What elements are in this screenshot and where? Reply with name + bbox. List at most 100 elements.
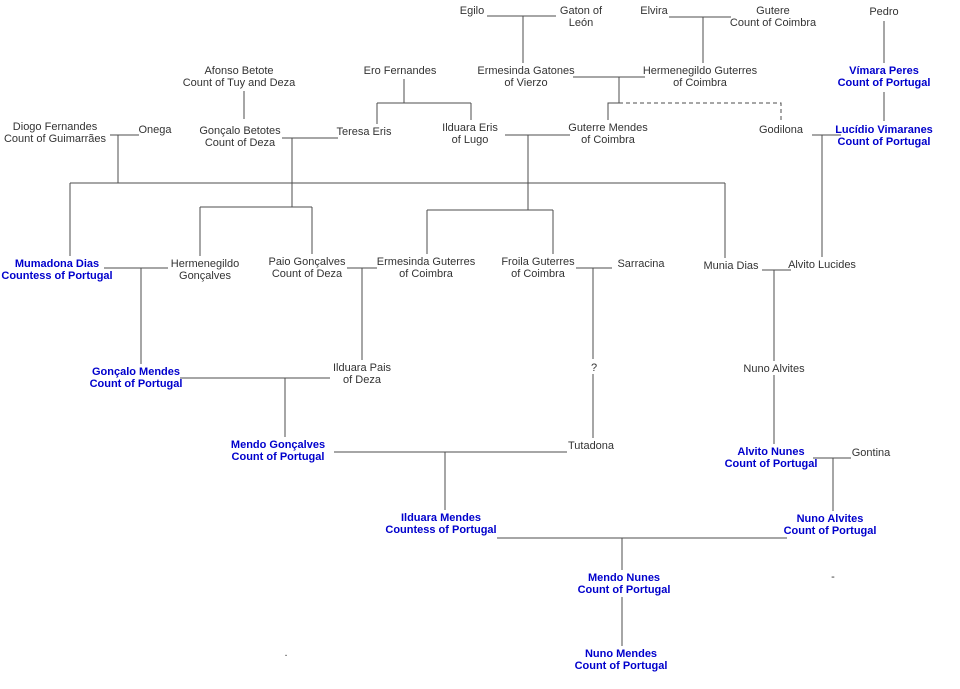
person-title: of Coimbra bbox=[673, 77, 727, 89]
person-name: Mumadona Dias bbox=[14, 258, 100, 270]
person-title: Count of Portugal bbox=[574, 660, 668, 672]
person-title: Count of Portugal bbox=[783, 525, 877, 537]
person-name: Nuno Mendes bbox=[584, 648, 658, 660]
person-title: Count of Portugal bbox=[577, 584, 671, 596]
person-name: Gaton of bbox=[559, 5, 603, 17]
person-ermesinda-guterres: Ermesinda Guterres of Coimbra bbox=[377, 256, 475, 280]
person-title: Count of Portugal bbox=[724, 458, 818, 470]
person-name: Nuno Alvites bbox=[743, 363, 805, 375]
person-name: Teresa Eris bbox=[336, 126, 392, 138]
person-name: Gontina bbox=[851, 447, 891, 459]
person-title: Count of Portugal bbox=[231, 451, 325, 463]
person-paio-goncalves: Paio Gonçalves Count of Deza bbox=[268, 256, 345, 280]
person-godilona: Godilona bbox=[759, 124, 803, 136]
person-gutere-coimbra: Gutere Count of Coimbra bbox=[730, 5, 816, 29]
person-title: Countess of Portugal bbox=[1, 270, 113, 282]
person-name: Lucídio Vimaranes bbox=[835, 124, 933, 136]
person-guterre-mendes: Guterre Mendes of Coimbra bbox=[568, 122, 647, 146]
person-name: Sarracina bbox=[617, 258, 665, 270]
person-name: . bbox=[284, 647, 288, 659]
branch-to-guterre-mendes bbox=[607, 102, 619, 120]
person-munia-dias: Munia Dias bbox=[703, 260, 758, 272]
person-ilduara-eris: Ilduara Eris of Lugo bbox=[442, 122, 498, 146]
person-unknown-child: ? bbox=[591, 362, 597, 374]
person-name: - bbox=[831, 571, 835, 583]
person-alvito-nunes: Alvito Nunes Count of Portugal bbox=[725, 446, 818, 470]
person-title: of Coimbra bbox=[581, 134, 635, 146]
person-nuno-alvites-count: Nuno Alvites Count of Portugal bbox=[784, 513, 877, 537]
person-mumadona-dias: Mumadona Dias Countess of Portugal bbox=[1, 258, 112, 282]
person-stray-dash: - bbox=[831, 571, 835, 583]
person-froila-guterres: Froila Guterres of Coimbra bbox=[501, 256, 574, 280]
person-onega: Onega bbox=[138, 124, 171, 136]
person-name: Mendo Nunes bbox=[587, 572, 661, 584]
person-stray-dot: . bbox=[284, 647, 287, 659]
person-title: Count of Portugal bbox=[837, 136, 931, 148]
person-name: Gutere bbox=[756, 5, 790, 17]
person-title: of Lugo bbox=[451, 134, 489, 146]
person-name: Diogo Fernandes bbox=[12, 121, 98, 133]
person-name: Guterre Mendes bbox=[568, 122, 648, 134]
person-title: of Deza bbox=[343, 374, 381, 386]
person-title: of Coimbra bbox=[399, 268, 453, 280]
person-name: Ilduara Mendes bbox=[400, 512, 482, 524]
person-vimara-peres: Vímara Peres Count of Portugal bbox=[838, 65, 931, 89]
person-name: Ermesinda Gatones bbox=[477, 65, 575, 77]
person-afonso-betote: Afonso Betote Count of Tuy and Deza bbox=[183, 65, 296, 89]
person-goncalo-betotes: Gonçalo Betotes Count of Deza bbox=[199, 125, 280, 149]
person-mendo-nunes: Mendo Nunes Count of Portugal bbox=[578, 572, 671, 596]
person-title: Gonçalves bbox=[179, 270, 231, 282]
person-ilduara-pais: Ilduara Pais of Deza bbox=[333, 362, 391, 386]
person-title: of Vierzo bbox=[504, 77, 548, 89]
person-name: Onega bbox=[138, 124, 172, 136]
person-hermenegildo-guterres: Hermenegildo Guterres of Coimbra bbox=[643, 65, 757, 89]
person-name: Pedro bbox=[869, 6, 899, 18]
person-title: of Coimbra bbox=[511, 268, 565, 280]
person-teresa-eris: Teresa Eris bbox=[336, 126, 391, 138]
person-name: Mendo Gonçalves bbox=[230, 439, 326, 451]
person-name: Munia Dias bbox=[703, 260, 759, 272]
person-name: Alvito Nunes bbox=[737, 446, 805, 458]
person-gontina: Gontina bbox=[852, 447, 891, 459]
person-nuno-mendes: Nuno Mendes Count of Portugal bbox=[575, 648, 668, 672]
person-gaton-of-leon: Gaton of León bbox=[560, 5, 602, 29]
person-egilo: Egilo bbox=[460, 5, 484, 17]
uncertain-branch-to-godilona bbox=[619, 102, 782, 121]
person-name: Alvito Lucides bbox=[788, 259, 856, 271]
person-title: Count of Deza bbox=[204, 137, 276, 149]
person-nuno-alvites-elder: Nuno Alvites bbox=[743, 363, 804, 375]
person-name: Godilona bbox=[758, 124, 804, 136]
person-name: Hermenegildo bbox=[170, 258, 240, 270]
person-hermenegildo-goncalves: Hermenegildo Gonçalves bbox=[171, 258, 239, 282]
person-name: Gonçalo Mendes bbox=[91, 366, 181, 378]
person-name: Nuno Alvites bbox=[796, 513, 864, 525]
person-name: Tutadona bbox=[567, 440, 615, 452]
person-name: Ermesinda Guterres bbox=[376, 256, 476, 268]
person-name: Vímara Peres bbox=[849, 65, 919, 77]
person-title: Countess of Portugal bbox=[385, 524, 497, 536]
person-name: ? bbox=[590, 362, 598, 374]
person-elvira: Elvira bbox=[640, 5, 668, 17]
person-name: Paio Gonçalves bbox=[268, 256, 346, 268]
person-pedro: Pedro bbox=[869, 6, 898, 18]
person-name: Afonso Betote bbox=[204, 65, 274, 77]
person-ilduara-mendes: Ilduara Mendes Countess of Portugal bbox=[385, 512, 496, 536]
person-name: Hermenegildo Guterres bbox=[642, 65, 758, 77]
person-name: Elvira bbox=[640, 5, 668, 17]
person-alvito-lucides: Alvito Lucides bbox=[788, 259, 856, 271]
person-title: Count of Portugal bbox=[837, 77, 931, 89]
person-title: Count of Coimbra bbox=[729, 17, 817, 29]
person-name: Ilduara Eris bbox=[442, 122, 498, 134]
person-ermesinda-gatones: Ermesinda Gatones of Vierzo bbox=[477, 65, 574, 89]
person-name: Gonçalo Betotes bbox=[199, 125, 281, 137]
person-title: Count of Tuy and Deza bbox=[182, 77, 296, 89]
person-mendo-goncalves: Mendo Gonçalves Count of Portugal bbox=[231, 439, 325, 463]
person-title: Count of Portugal bbox=[89, 378, 183, 390]
person-goncalo-mendes: Gonçalo Mendes Count of Portugal bbox=[90, 366, 183, 390]
person-sarracina: Sarracina bbox=[617, 258, 664, 270]
person-name: Ilduara Pais bbox=[332, 362, 392, 374]
person-diogo-fernandes: Diogo Fernandes Count of Guimarrães bbox=[4, 121, 106, 145]
person-tutadona: Tutadona bbox=[568, 440, 614, 452]
